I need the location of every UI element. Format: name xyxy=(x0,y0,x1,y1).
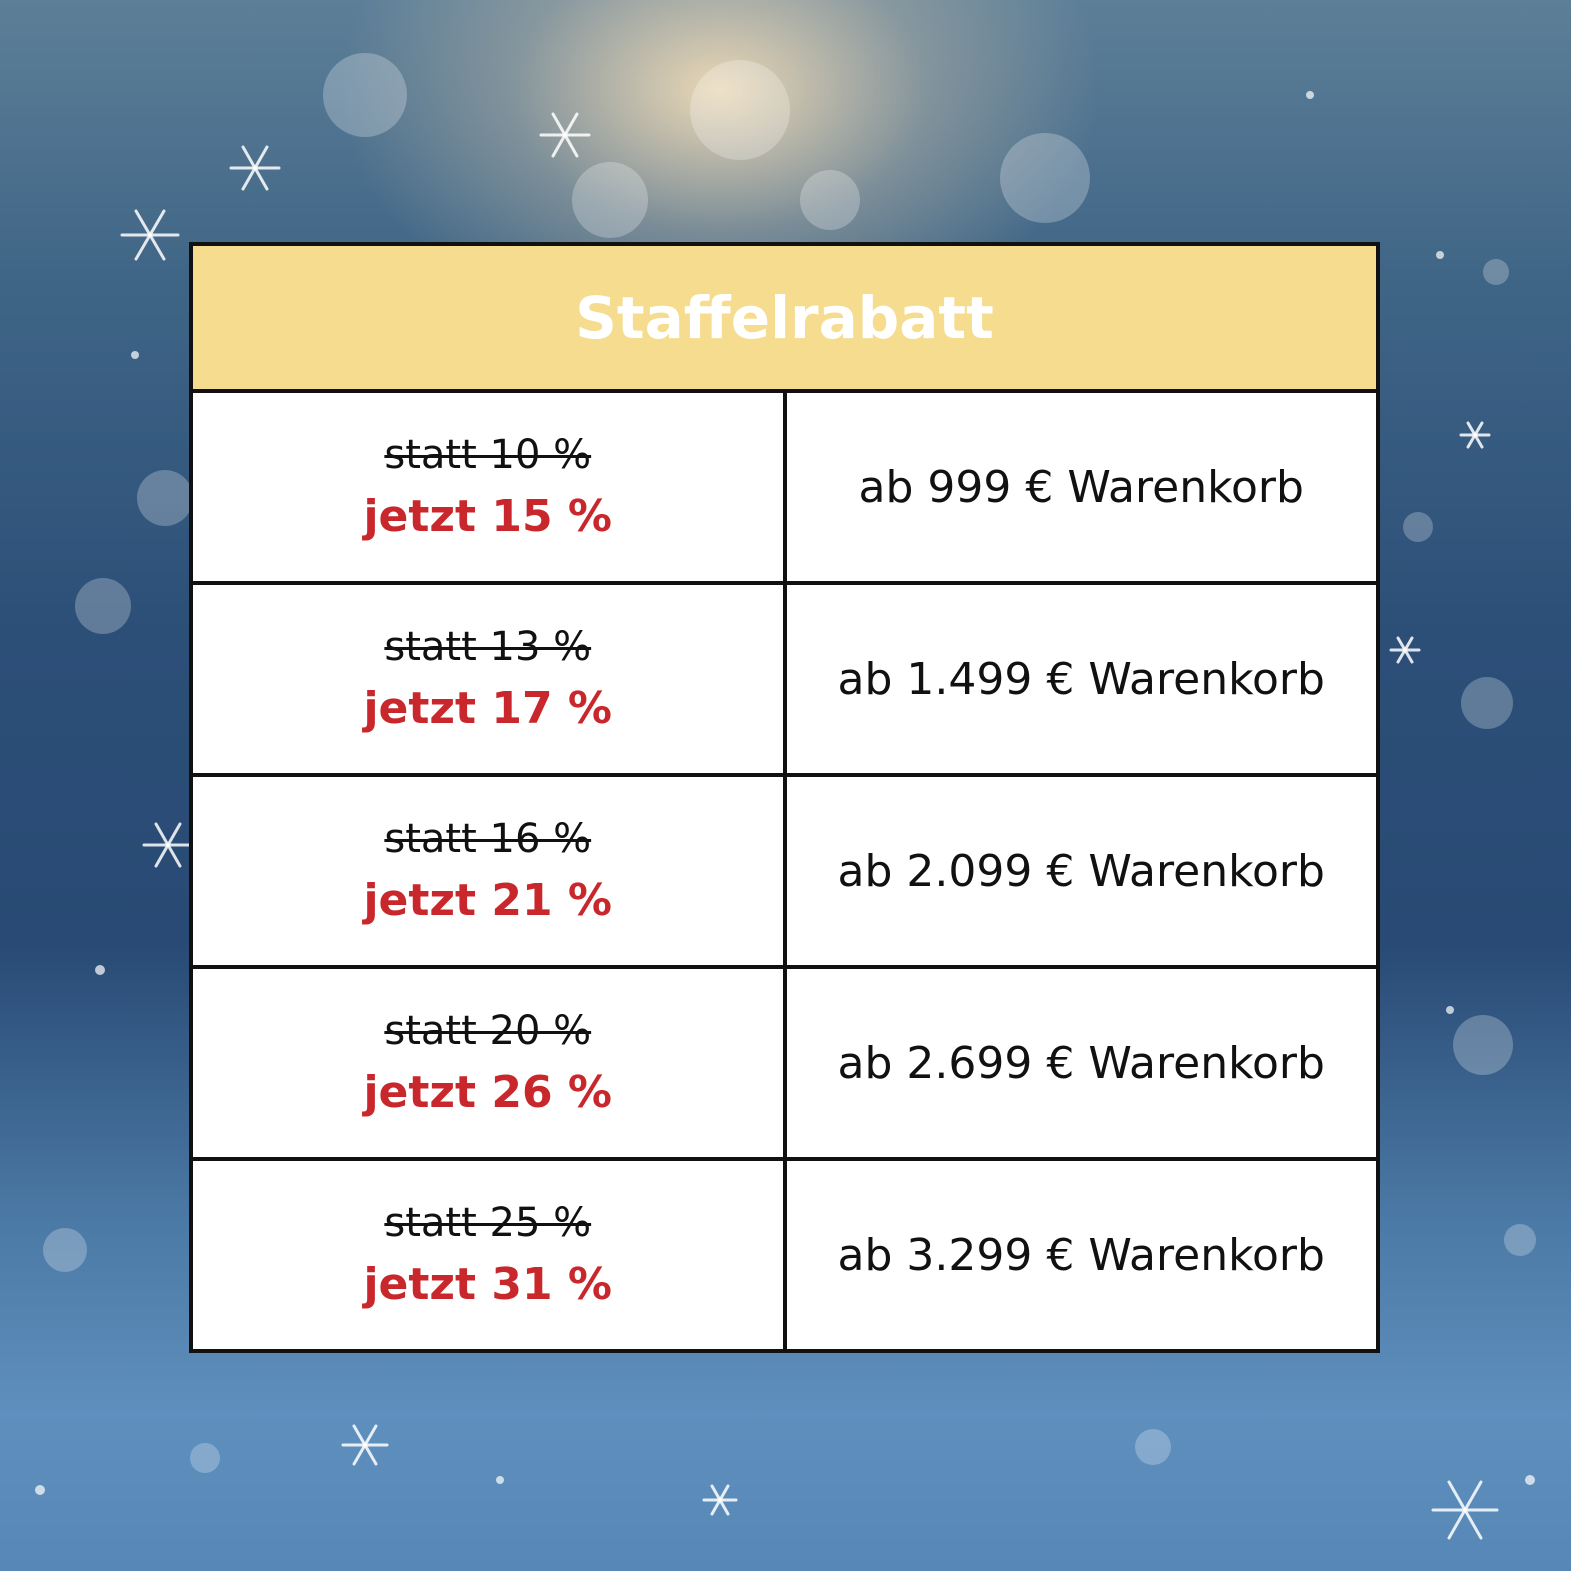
cart-threshold: ab 3.299 € Warenkorb xyxy=(837,1229,1325,1281)
new-discount: jetzt 31 % xyxy=(363,1259,613,1310)
table-row: statt 20 % jetzt 26 % ab 2.699 € Warenkorb xyxy=(189,965,1380,1161)
header-row: Staffelrabatt xyxy=(189,242,1380,393)
new-discount: jetzt 26 % xyxy=(363,1067,613,1118)
discount-table: Staffelrabatt statt 10 % jetzt 15 % ab 999… xyxy=(189,242,1380,1353)
old-discount: statt 25 % xyxy=(384,1200,592,1246)
new-discount: jetzt 21 % xyxy=(363,875,613,926)
old-discount: statt 20 % xyxy=(384,1008,592,1054)
cart-threshold: ab 2.099 € Warenkorb xyxy=(837,845,1325,897)
table-title: Staffelrabatt xyxy=(189,242,1380,393)
discount-cell: statt 20 % jetzt 26 % xyxy=(189,965,787,1161)
new-discount: jetzt 17 % xyxy=(363,683,613,734)
threshold-cell: ab 2.099 € Warenkorb xyxy=(782,773,1380,969)
old-discount: statt 16 % xyxy=(384,816,592,862)
discount-cell: statt 16 % jetzt 21 % xyxy=(189,773,787,969)
threshold-cell: ab 999 € Warenkorb xyxy=(782,389,1380,585)
table-row: statt 25 % jetzt 31 % ab 3.299 € Warenkorb xyxy=(189,1157,1380,1353)
cart-threshold: ab 999 € Warenkorb xyxy=(858,461,1304,513)
threshold-cell: ab 3.299 € Warenkorb xyxy=(782,1157,1380,1353)
discount-cell: statt 25 % jetzt 31 % xyxy=(189,1157,787,1353)
discount-cell: statt 13 % jetzt 17 % xyxy=(189,581,787,777)
table-body: statt 10 % jetzt 15 % ab 999 € Warenkorb st… xyxy=(189,389,1380,1353)
cart-threshold: ab 1.499 € Warenkorb xyxy=(837,653,1325,705)
old-discount: statt 10 % xyxy=(384,432,592,478)
threshold-cell: ab 2.699 € Warenkorb xyxy=(782,965,1380,1161)
discount-cell: statt 10 % jetzt 15 % xyxy=(189,389,787,585)
snowflakes xyxy=(120,112,1499,1540)
new-discount: jetzt 15 % xyxy=(363,491,613,542)
table-row: statt 10 % jetzt 15 % ab 999 € Warenkorb xyxy=(189,389,1380,585)
table-row: statt 16 % jetzt 21 % ab 2.099 € Warenkorb xyxy=(189,773,1380,969)
threshold-cell: ab 1.499 € Warenkorb xyxy=(782,581,1380,777)
old-discount: statt 13 % xyxy=(384,624,592,670)
bokeh xyxy=(43,53,1536,1473)
table-row: statt 13 % jetzt 17 % ab 1.499 € Warenkorb xyxy=(189,581,1380,777)
cart-threshold: ab 2.699 € Warenkorb xyxy=(837,1037,1325,1089)
